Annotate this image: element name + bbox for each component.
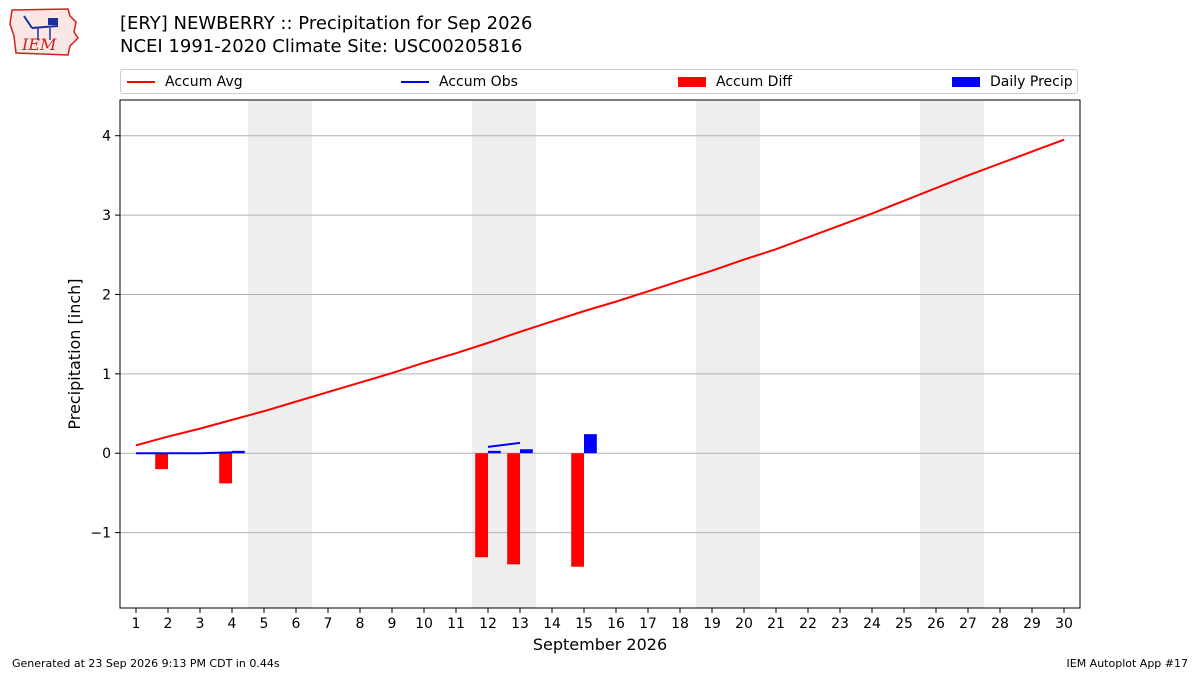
accum-diff-bar: [507, 453, 520, 565]
y-tick-label: 4: [102, 129, 111, 145]
grid-lines: [120, 135, 1080, 534]
y-tick-label: 0: [102, 446, 111, 462]
weekend-shade: [920, 100, 984, 608]
x-tick-label: 5: [260, 616, 269, 632]
legend-label-daily-precip: Daily Precip: [990, 74, 1073, 90]
legend-item-daily-precip: Daily Precip: [952, 73, 1073, 91]
legend-swatch-accum-avg: [127, 81, 155, 83]
x-tick-label: 25: [895, 616, 913, 632]
accum-diff-bar: [571, 453, 584, 567]
legend-swatch-daily-precip: [952, 77, 980, 87]
x-tick-label: 29: [1023, 616, 1041, 632]
x-tick-label: 24: [863, 616, 881, 632]
x-tick-label: 15: [575, 616, 593, 632]
title-line-1: [ERY] NEWBERRY :: Precipitation for Sep …: [120, 13, 533, 34]
x-tick-label: 7: [324, 616, 333, 632]
x-tick-label: 6: [292, 616, 301, 632]
daily-precip-bar: [232, 450, 245, 454]
x-tick-label: 28: [991, 616, 1009, 632]
legend-swatch-accum-obs: [401, 81, 429, 83]
x-tick-label: 14: [543, 616, 561, 632]
x-tick-label: 20: [735, 616, 753, 632]
footer-app: IEM Autoplot App #17: [1066, 657, 1189, 670]
daily-precip-bar: [488, 450, 501, 454]
plot-frame: [119, 99, 1081, 609]
x-tick-label: 12: [479, 616, 497, 632]
x-tick-label: 10: [415, 616, 433, 632]
footer-generated: Generated at 23 Sep 2026 9:13 PM CDT in …: [12, 657, 280, 670]
x-tick-label: 17: [639, 616, 657, 632]
x-tick-label: 2: [164, 616, 173, 632]
legend-label-accum-avg: Accum Avg: [165, 74, 243, 90]
x-tick-label: 18: [671, 616, 689, 632]
x-tick-label: 9: [388, 616, 397, 632]
x-tick-label: 13: [511, 616, 529, 632]
weekend-shading: [248, 100, 984, 608]
logo-text: IEM: [21, 35, 57, 54]
bars: [155, 434, 597, 567]
x-axis-label: September 2026: [533, 635, 667, 654]
lines: [135, 138, 1065, 455]
iem-logo: IEM: [8, 6, 80, 58]
x-tick-label: 3: [196, 616, 205, 632]
weekend-shade: [696, 100, 760, 608]
legend-item-accum-avg: Accum Avg: [127, 73, 243, 91]
accum-diff-bar: [475, 453, 488, 558]
accum-avg-line: [135, 138, 1065, 447]
legend-swatch-accum-diff: [678, 77, 706, 87]
x-tick-label: 1: [132, 616, 141, 632]
weekend-shade: [248, 100, 312, 608]
legend-item-accum-diff: Accum Diff: [678, 73, 792, 91]
x-tick-label: 26: [927, 616, 945, 632]
accum-diff-bar: [219, 453, 232, 484]
x-tick-label: 16: [607, 616, 625, 632]
y-axis-label: Precipitation [inch]: [65, 278, 84, 429]
legend-label-accum-diff: Accum Diff: [716, 74, 793, 90]
x-tick-label: 19: [703, 616, 721, 632]
x-tick-label: 27: [959, 616, 977, 632]
x-tick-label: 8: [356, 616, 365, 632]
title-line-2: NCEI 1991-2020 Climate Site: USC00205816: [120, 36, 523, 57]
daily-precip-bar: [584, 434, 597, 454]
daily-precip-bar: [520, 449, 533, 454]
chart-title: [ERY] NEWBERRY :: Precipitation for Sep …: [120, 12, 532, 58]
legend-label-accum-obs: Accum Obs: [439, 74, 518, 90]
y-tick-label: 2: [102, 287, 111, 303]
y-tick-label: 3: [102, 208, 111, 224]
legend: Accum Avg Accum Obs Accum Diff Daily Pre…: [120, 69, 1078, 94]
x-tick-label: 22: [799, 616, 817, 632]
legend-item-accum-obs: Accum Obs: [401, 73, 518, 91]
y-tick-label: −1: [90, 526, 111, 542]
accum-obs-line: [136, 451, 233, 455]
accum-obs-line: [487, 441, 521, 448]
x-tick-label: 30: [1055, 616, 1073, 632]
x-tick-label: 4: [228, 616, 237, 632]
y-tick-label: 1: [102, 367, 111, 383]
accum-diff-bar: [155, 453, 168, 470]
x-tick-label: 21: [767, 616, 785, 632]
x-tick-label: 23: [831, 616, 849, 632]
x-tick-label: 11: [447, 616, 465, 632]
